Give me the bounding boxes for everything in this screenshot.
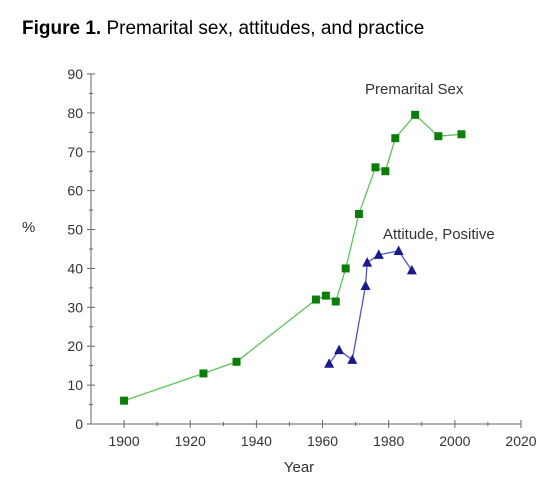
data-point-square [120,396,129,405]
y-tick-label: 40 [67,260,83,276]
y-axis-title: % [22,219,35,236]
data-point-square [331,297,340,306]
series-layer: Premarital Sex Attitude, Positive [120,81,495,405]
data-point-triangle [347,354,358,364]
x-tick-label: 1900 [108,433,139,449]
data-point-square [391,134,400,143]
y-tick-label: 90 [67,66,83,82]
data-point-triangle [406,264,417,275]
data-point-square [199,369,208,378]
series-attitude-positive: Attitude, Positive [324,226,495,368]
data-point-square [457,130,466,139]
x-axis-ticks: 1900 1920 1940 1960 1980 2000 2020 [108,420,537,449]
x-tick-label: 2020 [505,433,536,449]
y-tick-label: 20 [67,338,83,354]
figure-title: Premarital sex, attitudes, and practice [106,18,425,39]
y-tick-label: 30 [67,299,83,315]
data-point-square [371,163,380,172]
data-point-square [381,167,390,176]
data-point-triangle [373,249,384,259]
data-point-triangle [393,245,404,255]
y-tick-label: 10 [67,377,83,393]
series-premarital-sex: Premarital Sex [120,81,466,405]
y-tick-label: 50 [67,222,83,238]
data-point-square [341,264,350,273]
x-tick-label: 2000 [439,433,470,449]
y-tick-label: 70 [67,144,83,160]
figure-caption: Figure 1. Premarital sex, attitudes, and… [22,18,424,41]
y-tick-label: 60 [67,183,83,199]
y-tick-label: 80 [67,105,83,121]
data-point-square [434,132,443,141]
x-axis-title: Year [284,459,314,476]
series-line [328,250,413,365]
series-label: Premarital Sex [365,81,464,98]
figure-number: Figure 1. [22,18,102,39]
data-point-triangle [360,280,371,290]
data-point-square [232,357,241,366]
x-tick-label: 1960 [307,433,338,449]
series-label: Attitude, Positive [383,226,495,243]
data-point-triangle [334,344,345,355]
data-point-triangle [362,257,373,267]
x-tick-label: 1940 [241,433,272,449]
y-tick-label: 0 [75,416,83,432]
data-point-triangle [324,358,335,368]
y-axis-ticks: 0 10 20 30 40 50 60 70 80 90 [67,66,95,432]
series-line [123,113,462,402]
x-tick-label: 1920 [175,433,206,449]
data-point-square [411,110,420,119]
x-tick-label: 1980 [373,433,404,449]
data-point-square [354,210,363,218]
data-point-square [321,291,330,300]
data-point-square [311,295,320,304]
